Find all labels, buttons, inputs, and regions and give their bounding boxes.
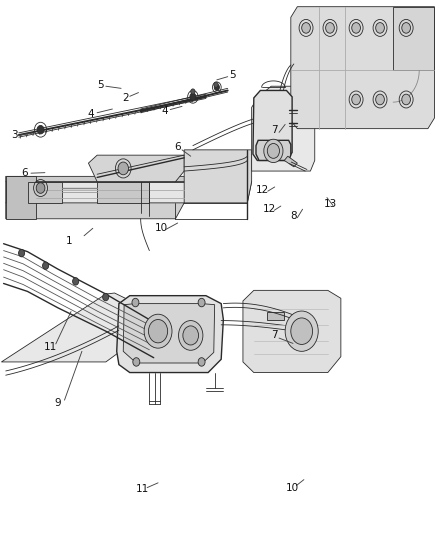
Circle shape [36,183,45,193]
Polygon shape [6,176,252,182]
Text: 11: 11 [136,484,149,494]
Polygon shape [243,290,341,373]
Circle shape [285,311,318,351]
Circle shape [133,358,140,366]
Text: 9: 9 [55,398,61,408]
Circle shape [190,93,196,101]
Polygon shape [6,176,36,219]
Polygon shape [117,296,223,373]
Circle shape [37,125,44,134]
Text: 2: 2 [122,93,129,103]
Circle shape [148,319,168,343]
Text: 5: 5 [229,70,235,79]
Text: 10: 10 [155,223,168,233]
Circle shape [102,293,109,301]
Polygon shape [6,182,247,203]
Circle shape [302,22,311,33]
Polygon shape [284,156,297,167]
Circle shape [18,249,25,257]
Circle shape [183,326,198,345]
Polygon shape [123,304,215,363]
Text: 5: 5 [97,80,104,90]
Circle shape [42,262,49,269]
Circle shape [214,84,219,91]
Circle shape [132,298,139,307]
Text: 8: 8 [290,211,297,221]
Text: 3: 3 [11,130,18,140]
Polygon shape [291,7,434,128]
Polygon shape [6,182,252,203]
Polygon shape [267,312,284,319]
Polygon shape [253,91,292,160]
Circle shape [214,82,218,87]
Text: 4: 4 [87,109,94,119]
Polygon shape [88,155,184,182]
Text: 6: 6 [21,168,28,178]
Text: 7: 7 [271,125,278,135]
Circle shape [118,162,128,175]
Circle shape [144,314,172,348]
Circle shape [267,143,279,158]
Text: 12: 12 [262,204,276,214]
Circle shape [402,22,410,33]
Circle shape [352,94,360,105]
Text: 4: 4 [161,106,168,116]
Circle shape [376,94,385,105]
Polygon shape [28,182,62,203]
Text: 13: 13 [323,199,337,209]
Circle shape [291,318,313,344]
Circle shape [352,22,360,33]
Text: 12: 12 [256,185,269,195]
Text: 1: 1 [66,236,72,246]
Polygon shape [184,150,252,203]
Polygon shape [252,86,315,171]
Text: 7: 7 [271,330,278,341]
Circle shape [198,358,205,366]
Polygon shape [256,140,291,160]
Circle shape [179,320,203,350]
Circle shape [191,89,195,94]
Circle shape [376,22,385,33]
Circle shape [73,278,79,285]
Polygon shape [393,7,434,70]
Circle shape [402,94,410,105]
Text: 11: 11 [43,342,57,352]
Text: 6: 6 [174,142,181,152]
Circle shape [198,298,205,307]
Circle shape [264,139,283,163]
Circle shape [325,22,334,33]
Polygon shape [1,293,136,362]
Polygon shape [97,182,149,203]
Polygon shape [6,203,184,219]
Text: 10: 10 [286,482,299,492]
